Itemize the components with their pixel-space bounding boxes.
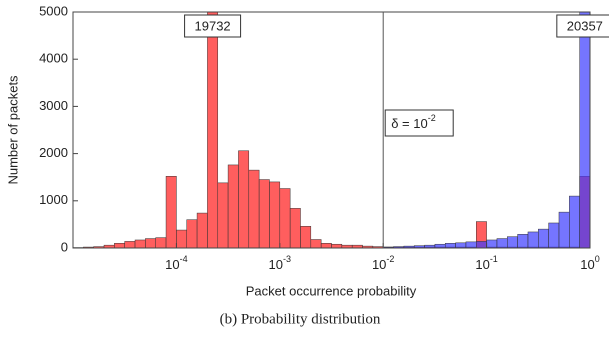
y-tick-label: 5000 [39, 3, 68, 18]
x-tick-label: 100 [580, 254, 599, 272]
x-tick-label-base: 10 [372, 257, 386, 272]
x-tick-label-exponent: -2 [386, 254, 394, 264]
bar [558, 211, 570, 248]
bar [227, 164, 239, 248]
bar [527, 231, 539, 248]
bar [217, 182, 229, 248]
bar [300, 226, 312, 248]
y-tick-label: 2000 [39, 145, 68, 160]
threshold-box [384, 109, 454, 137]
x-tick-label: 10-3 [269, 254, 291, 272]
threshold-label-base: δ = 10 [391, 116, 428, 131]
bar [548, 222, 560, 248]
axes-box [72, 11, 591, 249]
bar [145, 238, 156, 248]
bar [496, 238, 508, 248]
bar [258, 179, 270, 248]
bar [465, 241, 477, 248]
bar [238, 150, 250, 248]
threshold-label: δ = 10-2 [391, 113, 436, 131]
bar [114, 243, 125, 248]
bar [269, 181, 281, 248]
bar [196, 212, 208, 248]
value-label-box [556, 14, 609, 38]
bar [186, 219, 198, 248]
bars [73, 12, 590, 248]
y-axis-label: Number of packets [5, 75, 20, 185]
threshold-label-exponent: -2 [428, 113, 436, 123]
bar [134, 239, 146, 248]
x-tick-label-base: 10 [580, 257, 594, 272]
x-tick-label: 10-4 [165, 254, 187, 272]
bar [155, 237, 167, 248]
x-tick-label: 10-2 [372, 254, 394, 272]
bar [279, 188, 291, 248]
value-label: 19732 [195, 18, 231, 33]
bar [569, 195, 580, 248]
bar [124, 241, 136, 248]
x-tick-label-base: 10 [165, 257, 179, 272]
x-tick-label-exponent: -4 [180, 254, 188, 264]
x-tick-label-exponent: -1 [490, 254, 498, 264]
x-axis-label: Packet occurrence probability [246, 283, 417, 298]
bar [165, 176, 177, 248]
y-tick-label: 3000 [39, 98, 68, 113]
x-tick-label: 10-1 [475, 254, 497, 272]
bar [476, 241, 487, 248]
bar [517, 234, 529, 248]
bar [310, 239, 322, 248]
y-tick-label: 1000 [39, 192, 68, 207]
bar [444, 243, 456, 248]
x-tick-label-exponent: 0 [595, 254, 600, 264]
x-tick-label-exponent: -3 [283, 254, 291, 264]
value-label: 20357 [567, 18, 603, 33]
x-tick-label-base: 10 [475, 257, 489, 272]
bar [507, 236, 518, 248]
bar [486, 239, 498, 248]
bar [434, 243, 446, 248]
bar [207, 12, 219, 248]
bar [248, 169, 260, 248]
bar [289, 208, 301, 248]
value-label-box [184, 14, 242, 38]
bar [176, 229, 187, 248]
bar [455, 242, 467, 248]
y-tick-label: 4000 [39, 51, 68, 66]
y-tick-label: 0 [61, 239, 68, 254]
bar [579, 12, 590, 248]
x-tick-label-base: 10 [269, 257, 283, 272]
caption: (b) Probability distribution [220, 311, 381, 327]
bar [320, 243, 332, 248]
bar [331, 243, 343, 248]
bar [538, 228, 549, 248]
